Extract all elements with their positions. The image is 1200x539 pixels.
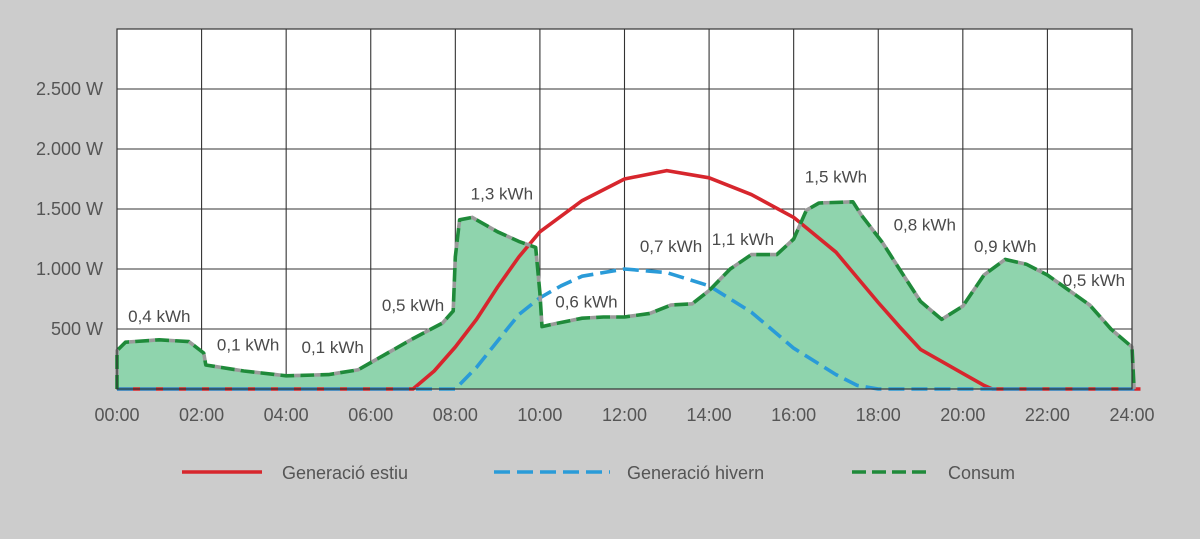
plot-frame <box>116 28 1133 390</box>
x-tick-label: 14:00 <box>687 405 732 425</box>
winter-generation-line <box>117 267 1141 391</box>
legend-item-summer: Generació estiu <box>182 463 408 483</box>
legend-label: Generació estiu <box>282 463 408 483</box>
legend-item-winter: Generació hivern <box>494 463 764 483</box>
series-lines <box>115 168 1141 391</box>
energy-label: 1,1 kWh <box>712 230 774 249</box>
energy-label: 0,7 kWh <box>640 237 702 256</box>
x-tick-label: 00:00 <box>94 405 139 425</box>
x-axis-ticks: 00:00 02:00 04:00 06:00 08:00 10:00 12:00 14:00… <box>94 405 1154 425</box>
y-tick-label: 500 W <box>51 319 103 339</box>
energy-label: 0,6 kWh <box>555 292 617 311</box>
energy-label: 1,3 kWh <box>471 184 533 203</box>
y-tick-label: 1.500 W <box>36 199 103 219</box>
x-tick-label: 24:00 <box>1109 405 1154 425</box>
legend-label: Consum <box>948 463 1015 483</box>
energy-label: 0,1 kWh <box>302 338 364 357</box>
legend: Generació estiu Generació hivern Consum <box>182 463 1015 483</box>
x-tick-label: 02:00 <box>179 405 224 425</box>
x-tick-label: 12:00 <box>602 405 647 425</box>
energy-label: 0,4 kWh <box>128 307 190 326</box>
consumption-line <box>115 200 1136 390</box>
consumption-line-accent <box>115 199 1136 390</box>
x-tick-label: 22:00 <box>1025 405 1070 425</box>
x-tick-label: 16:00 <box>771 405 816 425</box>
energy-label: 0,5 kWh <box>382 296 444 315</box>
summer-generation-line <box>117 168 1141 391</box>
x-tick-label: 18:00 <box>856 405 901 425</box>
energy-label: 0,8 kWh <box>894 216 956 235</box>
x-tick-label: 10:00 <box>517 405 562 425</box>
energy-label: 0,9 kWh <box>974 237 1036 256</box>
x-tick-label: 20:00 <box>940 405 985 425</box>
x-tick-label: 04:00 <box>264 405 309 425</box>
annotation-labels: 0,4 kWh 0,1 kWh 0,1 kWh 0,5 kWh 1,3 kWh 0,6 k… <box>128 168 1125 357</box>
consumption-area <box>117 201 1135 389</box>
x-tick-label: 06:00 <box>348 405 393 425</box>
legend-label: Generació hivern <box>627 463 764 483</box>
y-tick-label: 2.000 W <box>36 139 103 159</box>
energy-label: 1,5 kWh <box>805 168 867 187</box>
x-tick-label: 08:00 <box>433 405 478 425</box>
consumption-area-layer <box>117 201 1135 389</box>
y-axis-ticks: 500 W 1.000 W 1.500 W 2.000 W 2.500 W <box>36 79 103 339</box>
energy-label: 0,5 kWh <box>1063 271 1125 290</box>
y-tick-label: 1.000 W <box>36 259 103 279</box>
energy-label: 0,1 kWh <box>217 336 279 355</box>
legend-item-consumption: Consum <box>852 463 1015 483</box>
y-tick-label: 2.500 W <box>36 79 103 99</box>
